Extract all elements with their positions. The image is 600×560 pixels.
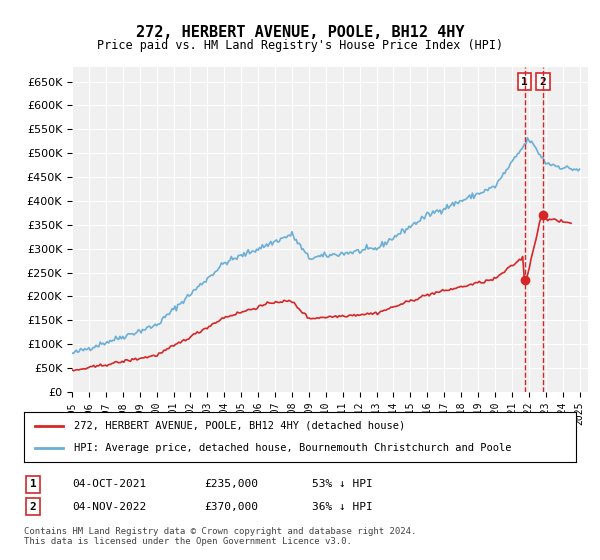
Text: HPI: Average price, detached house, Bournemouth Christchurch and Poole: HPI: Average price, detached house, Bour… [74,443,511,453]
Text: 272, HERBERT AVENUE, POOLE, BH12 4HY: 272, HERBERT AVENUE, POOLE, BH12 4HY [136,25,464,40]
Text: £370,000: £370,000 [204,502,258,512]
Text: 04-OCT-2021: 04-OCT-2021 [72,479,146,489]
Text: 2: 2 [29,502,37,512]
Text: 36% ↓ HPI: 36% ↓ HPI [312,502,373,512]
Text: £235,000: £235,000 [204,479,258,489]
Text: Price paid vs. HM Land Registry's House Price Index (HPI): Price paid vs. HM Land Registry's House … [97,39,503,52]
Text: 1: 1 [29,479,37,489]
Text: Contains HM Land Registry data © Crown copyright and database right 2024.
This d: Contains HM Land Registry data © Crown c… [24,526,416,546]
Text: 53% ↓ HPI: 53% ↓ HPI [312,479,373,489]
Text: 04-NOV-2022: 04-NOV-2022 [72,502,146,512]
Text: 1: 1 [521,77,528,87]
Text: 272, HERBERT AVENUE, POOLE, BH12 4HY (detached house): 272, HERBERT AVENUE, POOLE, BH12 4HY (de… [74,421,405,431]
Text: 2: 2 [539,77,546,87]
